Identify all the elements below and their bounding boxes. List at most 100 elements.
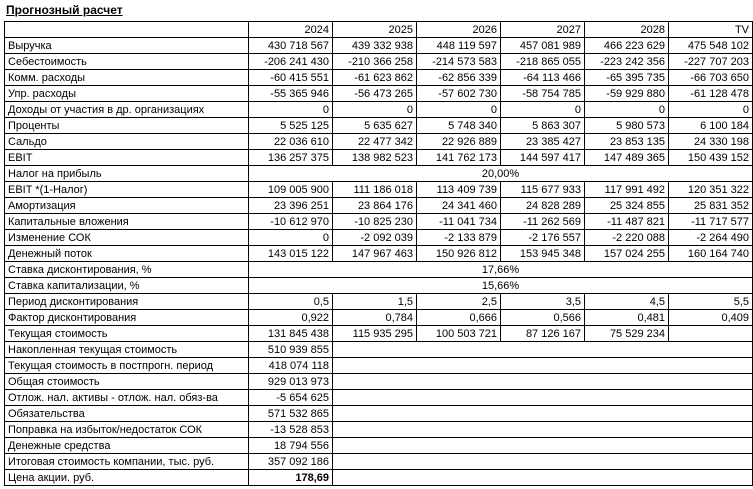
- row-label[interactable]: Денежные средства: [4, 437, 249, 454]
- value-cell[interactable]: 115 935 295: [332, 325, 417, 342]
- row-label[interactable]: Капитальные вложения: [4, 213, 249, 230]
- value-cell[interactable]: 153 945 348: [500, 245, 585, 262]
- value-cell[interactable]: -227 707 203: [668, 53, 753, 70]
- row-label[interactable]: Доходы от участия в др. организациях: [4, 101, 249, 118]
- row-label[interactable]: Денежный поток: [4, 245, 249, 262]
- row-label[interactable]: Комм. расходы: [4, 69, 249, 86]
- row-label[interactable]: Обязательства: [4, 405, 249, 422]
- value-cell[interactable]: 22 926 889: [416, 133, 501, 150]
- value-cell[interactable]: 466 223 629: [584, 37, 669, 54]
- value-cell[interactable]: -10 825 230: [332, 213, 417, 230]
- value-cell[interactable]: -11 041 734: [416, 213, 501, 230]
- row-label[interactable]: Период дисконтирования: [4, 293, 249, 310]
- value-cell[interactable]: -65 395 735: [584, 69, 669, 86]
- value-cell[interactable]: 5 525 125: [248, 117, 333, 134]
- value-cell[interactable]: 0,566: [500, 309, 585, 326]
- value-cell[interactable]: 136 257 375: [248, 149, 333, 166]
- row-label[interactable]: EBIT *(1-Налог): [4, 181, 249, 198]
- value-cell[interactable]: -55 365 946: [248, 85, 333, 102]
- column-header-cell[interactable]: 2024: [248, 21, 333, 38]
- value-cell[interactable]: 1,5: [332, 293, 417, 310]
- row-label[interactable]: Сальдо: [4, 133, 249, 150]
- value-cell[interactable]: 100 503 721: [416, 325, 501, 342]
- row-label[interactable]: Изменение СОК: [4, 229, 249, 246]
- value-cell[interactable]: -11 262 569: [500, 213, 585, 230]
- value-cell[interactable]: 23 385 427: [500, 133, 585, 150]
- value-cell[interactable]: 6 100 184: [668, 117, 753, 134]
- value-cell[interactable]: -2 092 039: [332, 229, 417, 246]
- value-cell[interactable]: 418 074 118: [248, 357, 333, 374]
- value-cell[interactable]: -11 717 577: [668, 213, 753, 230]
- value-cell[interactable]: 22 477 342: [332, 133, 417, 150]
- value-cell[interactable]: 0: [248, 229, 333, 246]
- value-cell[interactable]: 0: [500, 101, 585, 118]
- value-cell[interactable]: 144 597 417: [500, 149, 585, 166]
- value-cell[interactable]: -56 473 265: [332, 85, 417, 102]
- merged-value-cell[interactable]: 15,66%: [248, 277, 753, 294]
- value-cell[interactable]: 109 005 900: [248, 181, 333, 198]
- value-cell[interactable]: 113 409 739: [416, 181, 501, 198]
- row-label[interactable]: Отлож. нал. активы - отлож. нал. обяз-ва: [4, 389, 249, 406]
- value-cell[interactable]: 0,922: [248, 309, 333, 326]
- value-cell[interactable]: 5,5: [668, 293, 753, 310]
- row-label[interactable]: Налог на прибыль: [4, 165, 249, 182]
- value-cell[interactable]: 117 991 492: [584, 181, 669, 198]
- value-cell[interactable]: 5 980 573: [584, 117, 669, 134]
- value-cell[interactable]: 0,481: [584, 309, 669, 326]
- value-cell[interactable]: 120 351 322: [668, 181, 753, 198]
- value-cell[interactable]: -2 176 557: [500, 229, 585, 246]
- value-cell[interactable]: -218 865 055: [500, 53, 585, 70]
- value-cell[interactable]: -2 133 879: [416, 229, 501, 246]
- value-cell[interactable]: 23 864 176: [332, 197, 417, 214]
- row-label[interactable]: Амортизация: [4, 197, 249, 214]
- row-label[interactable]: Ставка дисконтирования, %: [4, 261, 249, 278]
- value-cell[interactable]: 141 762 173: [416, 149, 501, 166]
- row-label[interactable]: Упр. расходы: [4, 85, 249, 102]
- row-label[interactable]: EBIT: [4, 149, 249, 166]
- value-cell[interactable]: -64 113 466: [500, 69, 585, 86]
- value-cell[interactable]: -223 242 356: [584, 53, 669, 70]
- value-cell[interactable]: 25 324 855: [584, 197, 669, 214]
- row-label[interactable]: Выручка: [4, 37, 249, 54]
- value-cell[interactable]: -58 754 785: [500, 85, 585, 102]
- value-cell[interactable]: 150 439 152: [668, 149, 753, 166]
- value-cell[interactable]: 0: [248, 101, 333, 118]
- row-label[interactable]: Фактор дисконтирования: [4, 309, 249, 326]
- merged-value-cell[interactable]: 17,66%: [248, 261, 753, 278]
- value-cell[interactable]: 430 718 567: [248, 37, 333, 54]
- value-cell[interactable]: -57 602 730: [416, 85, 501, 102]
- row-label[interactable]: Проценты: [4, 117, 249, 134]
- value-cell[interactable]: 0: [668, 101, 753, 118]
- value-cell[interactable]: 929 013 973: [248, 373, 333, 390]
- value-cell[interactable]: 143 015 122: [248, 245, 333, 262]
- value-cell[interactable]: 0,784: [332, 309, 417, 326]
- column-header-cell[interactable]: TV: [668, 21, 753, 38]
- value-cell[interactable]: 3,5: [500, 293, 585, 310]
- value-cell[interactable]: 111 186 018: [332, 181, 417, 198]
- value-cell[interactable]: 5 635 627: [332, 117, 417, 134]
- value-cell[interactable]: -61 623 862: [332, 69, 417, 86]
- value-cell[interactable]: 439 332 938: [332, 37, 417, 54]
- row-label[interactable]: Цена акции. руб.: [4, 469, 249, 486]
- value-cell[interactable]: 24 330 198: [668, 133, 753, 150]
- value-cell[interactable]: 475 548 102: [668, 37, 753, 54]
- value-cell[interactable]: 5 748 340: [416, 117, 501, 134]
- value-cell[interactable]: 0,5: [248, 293, 333, 310]
- value-cell[interactable]: 131 845 438: [248, 325, 333, 342]
- value-cell[interactable]: 448 119 597: [416, 37, 501, 54]
- value-cell[interactable]: 150 926 812: [416, 245, 501, 262]
- value-cell[interactable]: -210 366 258: [332, 53, 417, 70]
- value-cell[interactable]: 24 828 289: [500, 197, 585, 214]
- value-cell[interactable]: 4,5: [584, 293, 669, 310]
- share-price-cell[interactable]: 178,69: [248, 469, 333, 486]
- value-cell[interactable]: 5 863 307: [500, 117, 585, 134]
- value-cell[interactable]: 147 967 463: [332, 245, 417, 262]
- value-cell[interactable]: 23 396 251: [248, 197, 333, 214]
- value-cell[interactable]: [668, 325, 753, 342]
- row-label[interactable]: Ставка капитализации, %: [4, 277, 249, 294]
- value-cell[interactable]: 0: [584, 101, 669, 118]
- value-cell[interactable]: -11 487 821: [584, 213, 669, 230]
- value-cell[interactable]: -61 128 478: [668, 85, 753, 102]
- value-cell[interactable]: 24 341 460: [416, 197, 501, 214]
- value-cell[interactable]: 510 939 855: [248, 341, 333, 358]
